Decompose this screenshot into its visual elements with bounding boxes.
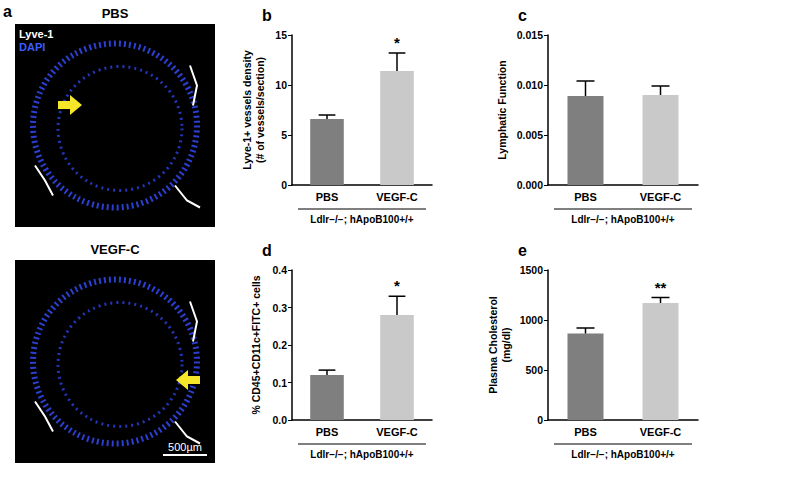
svg-text:Ldlr−/−; hApoB100+/+: Ldlr−/−; hApoB100+/+ (571, 449, 675, 460)
svg-text:0.3: 0.3 (272, 302, 287, 314)
svg-text:VEGF-C: VEGF-C (90, 242, 140, 257)
svg-text:500: 500 (525, 364, 543, 376)
svg-text:1500: 1500 (520, 264, 544, 276)
svg-text:c: c (518, 7, 527, 24)
svg-text:PBS: PBS (574, 426, 597, 438)
svg-text:0.2: 0.2 (272, 339, 287, 351)
svg-text:d: d (262, 242, 272, 259)
svg-text:Ldlr−/−; hApoB100+/+: Ldlr−/−; hApoB100+/+ (310, 449, 414, 460)
svg-text:0.1: 0.1 (272, 377, 287, 389)
svg-text:*: * (394, 34, 400, 51)
svg-text:0.000: 0.000 (517, 179, 543, 191)
svg-text:0.005: 0.005 (517, 129, 543, 141)
svg-text:VEGF-C: VEGF-C (640, 426, 682, 438)
svg-text:0.0: 0.0 (272, 414, 287, 426)
svg-text:**: ** (655, 279, 667, 296)
svg-text:Ldlr−/−; hApoB100+/+: Ldlr−/−; hApoB100+/+ (571, 214, 675, 225)
svg-text:PBS: PBS (316, 426, 339, 438)
svg-text:10: 10 (275, 79, 287, 91)
svg-text:500µm: 500µm (168, 441, 202, 453)
svg-text:(# of vessels/section): (# of vessels/section) (254, 57, 266, 163)
svg-text:15: 15 (275, 29, 287, 41)
svg-text:VEGF-C: VEGF-C (640, 191, 682, 203)
svg-text:0: 0 (537, 414, 543, 426)
svg-text:Lymphatic Function: Lymphatic Function (496, 60, 508, 159)
svg-text:Lyve-1: Lyve-1 (19, 28, 53, 40)
svg-text:VEGF-C: VEGF-C (376, 191, 418, 203)
svg-text:Ldlr−/−; hApoB100+/+: Ldlr−/−; hApoB100+/+ (310, 214, 414, 225)
svg-text:0.010: 0.010 (517, 79, 543, 91)
svg-text:b: b (262, 7, 272, 24)
svg-text:*: * (394, 277, 400, 294)
svg-text:VEGF-C: VEGF-C (376, 426, 418, 438)
svg-text:0.4: 0.4 (272, 264, 287, 276)
svg-text:PBS: PBS (316, 191, 339, 203)
svg-text:(mg/dl): (mg/dl) (500, 328, 512, 363)
svg-text:5: 5 (281, 129, 287, 141)
svg-text:DAPI: DAPI (19, 41, 45, 53)
svg-text:% CD45+CD11c+FITC+ cells: % CD45+CD11c+FITC+ cells (250, 275, 262, 414)
svg-text:Lyve-1+ vessels density: Lyve-1+ vessels density (241, 50, 253, 170)
svg-text:0: 0 (281, 179, 287, 191)
svg-text:PBS: PBS (574, 191, 597, 203)
svg-text:PBS: PBS (102, 6, 129, 21)
svg-text:e: e (518, 242, 527, 259)
svg-text:1000: 1000 (520, 314, 544, 326)
svg-text:a: a (3, 3, 12, 20)
svg-text:0.015: 0.015 (517, 29, 543, 41)
svg-text:Plasma Cholesterol: Plasma Cholesterol (487, 296, 499, 394)
